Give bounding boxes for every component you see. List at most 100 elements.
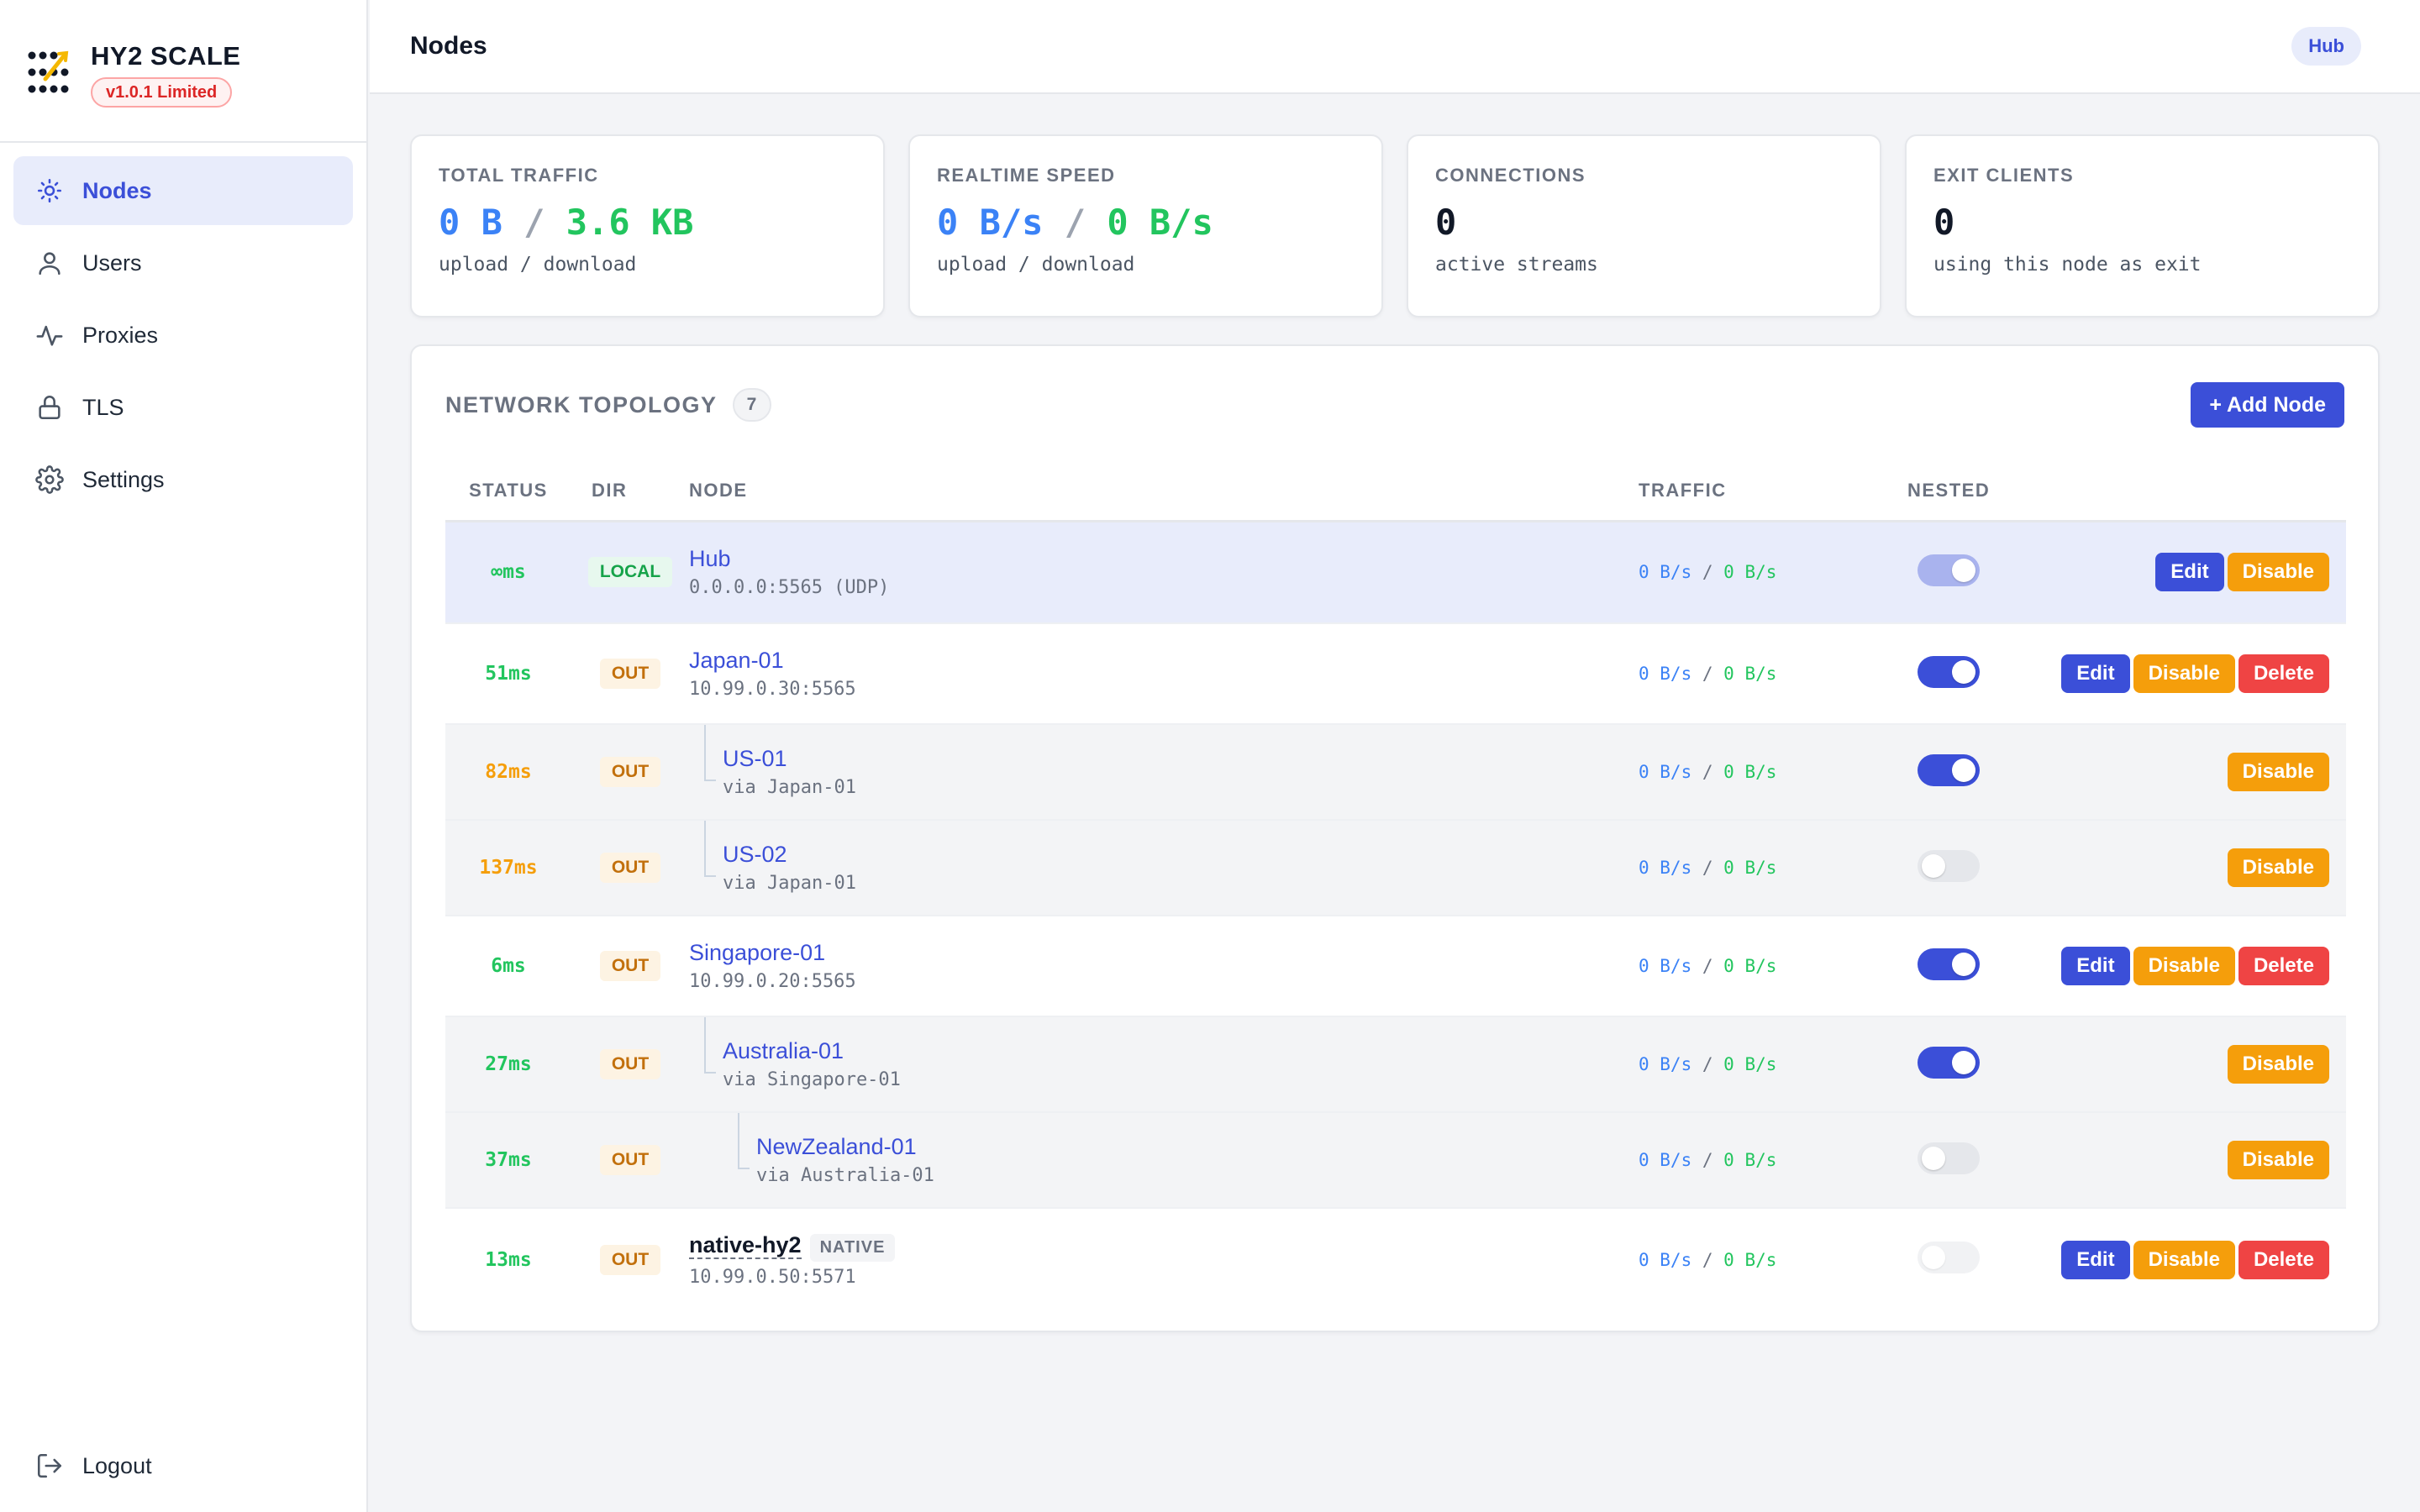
hub-badge: Hub [2291,27,2361,66]
column-header-dir: DIR [571,462,689,522]
table-row: 6ms OUT Singapore-01 10.99.0.20:5565 0 B… [445,916,2346,1016]
stat-value: 0 B/s / 0 B/s [937,202,1355,244]
disable-button[interactable]: Disable [2227,553,2329,592]
edit-button[interactable]: Edit [2061,654,2130,693]
activity-icon [35,321,64,349]
table-row: 13ms OUT native-hy2 NATIVE 10.99.0.50:557… [445,1208,2346,1310]
node-name-link[interactable]: Australia-01 [723,1038,844,1063]
node-name-link[interactable]: native-hy2 [689,1231,802,1259]
delete-button[interactable]: Delete [2238,1240,2329,1279]
stat-value: 0 B / 3.6 KB [439,202,856,244]
disable-button[interactable]: Disable [2133,947,2235,985]
nested-toggle[interactable] [1918,753,1980,786]
topology-table: STATUS DIR NODE TRAFFIC NESTED ∞ms LOCAL… [445,462,2346,1310]
node-name-link[interactable]: Hub [689,546,731,572]
dir-badge: OUT [599,1244,661,1275]
sidebar: HY2 SCALE v1.0.1 Limited Nodes Users [0,0,368,1512]
node-name-link[interactable]: Singapore-01 [689,940,826,965]
topology-panel: NETWORK TOPOLOGY 7 + Add Node STATUS DIR… [410,344,2380,1332]
dir-badge: OUT [599,853,661,883]
stat-sub: active streams [1435,254,1598,276]
node-name-link[interactable]: Japan-01 [689,648,784,673]
sidebar-item-tls[interactable]: TLS [13,373,353,442]
gear-icon [35,465,64,494]
disable-button[interactable]: Disable [2133,654,2235,693]
dir-badge: OUT [599,1049,661,1079]
sidebar-item-label: TLS [82,394,124,420]
node-via: via Japan-01 [723,777,856,798]
disable-button[interactable]: Disable [2227,848,2329,887]
node-traffic: 0 B/s / 0 B/s [1639,1150,1777,1170]
nested-toggle[interactable] [1918,1046,1980,1079]
table-row: 137ms OUT US-02 via Japan-01 0 B/s / 0 B… [445,820,2346,916]
edit-button[interactable]: Edit [2155,553,2224,592]
nested-toggle[interactable] [1918,1142,1980,1174]
latency: 51ms [485,663,532,685]
sidebar-item-nodes[interactable]: Nodes [13,156,353,225]
column-header-nested: NESTED [1907,462,2025,522]
stat-label: TOTAL TRAFFIC [439,165,599,186]
table-row: 51ms OUT Japan-01 10.99.0.30:5565 0 B/s … [445,623,2346,724]
stat-exit-clients: EXIT CLIENTS 0 using this node as exit [1905,134,2380,318]
stat-value: 0 [1933,202,1955,243]
stat-separator: / [1064,202,1086,243]
disable-button[interactable]: Disable [2227,1045,2329,1084]
latency: 137ms [479,857,538,879]
dir-badge: OUT [599,1145,661,1175]
page-title: Nodes [410,32,487,60]
stat-sub: upload / download [439,254,637,276]
sidebar-item-proxies[interactable]: Proxies [13,301,353,370]
column-header-traffic: TRAFFIC [1639,462,1907,522]
nested-toggle[interactable] [1918,948,1980,980]
node-name-link[interactable]: US-02 [723,842,787,867]
user-icon [35,249,64,277]
table-row: 82ms OUT US-01 via Japan-01 0 B/s / 0 B/… [445,724,2346,820]
sidebar-nav: Nodes Users Proxies TLS [0,143,366,531]
dir-badge: OUT [599,757,661,787]
nested-toggle[interactable] [1918,1242,1980,1273]
latency: ∞ms [491,561,526,584]
edit-button[interactable]: Edit [2061,947,2130,985]
add-node-button[interactable]: + Add Node [2191,382,2344,428]
edit-button[interactable]: Edit [2061,1240,2130,1279]
lock-icon [35,393,64,422]
node-address: 10.99.0.50:5571 [689,1266,856,1288]
column-header-status: STATUS [445,462,571,522]
logout-label: Logout [82,1452,152,1478]
stat-download: 3.6 KB [566,202,694,243]
dir-badge: LOCAL [587,557,673,588]
node-traffic: 0 B/s / 0 B/s [1639,664,1777,684]
version-badge: v1.0.1 Limited [91,77,233,108]
logout-button[interactable]: Logout [13,1431,353,1500]
node-name-link[interactable]: US-01 [723,746,787,771]
brand: HY2 SCALE v1.0.1 Limited [0,0,366,143]
nested-toggle[interactable] [1918,849,1980,882]
sidebar-item-settings[interactable]: Settings [13,445,353,514]
disable-button[interactable]: Disable [2227,753,2329,791]
stat-connections: CONNECTIONS 0 active streams [1407,134,1881,318]
sidebar-item-users[interactable]: Users [13,228,353,297]
disable-button[interactable]: Disable [2133,1240,2235,1279]
latency: 13ms [485,1248,532,1271]
sidebar-item-label: Users [82,249,142,276]
node-traffic: 0 B/s / 0 B/s [1639,762,1777,782]
panel-title: NETWORK TOPOLOGY 7 [445,388,771,422]
sidebar-item-label: Settings [82,466,165,492]
tree-connector [704,821,716,878]
nested-toggle[interactable] [1918,554,1980,586]
delete-button[interactable]: Delete [2238,947,2329,985]
node-traffic: 0 B/s / 0 B/s [1639,1249,1777,1270]
stat-upload: 0 B/s [937,202,1044,243]
nested-toggle[interactable] [1918,655,1980,688]
sun-icon [35,176,64,205]
stat-download: 0 B/s [1107,202,1213,243]
node-name-link[interactable]: NewZealand-01 [756,1134,917,1159]
tree-connector [704,1017,716,1074]
latency: 27ms [485,1053,532,1075]
delete-button[interactable]: Delete [2238,654,2329,693]
stat-label: EXIT CLIENTS [1933,165,2075,186]
disable-button[interactable]: Disable [2227,1141,2329,1179]
table-row: 37ms OUT NewZealand-01 via Australia-01 … [445,1112,2346,1208]
node-via: via Australia-01 [756,1165,934,1186]
stat-label: CONNECTIONS [1435,165,1586,186]
